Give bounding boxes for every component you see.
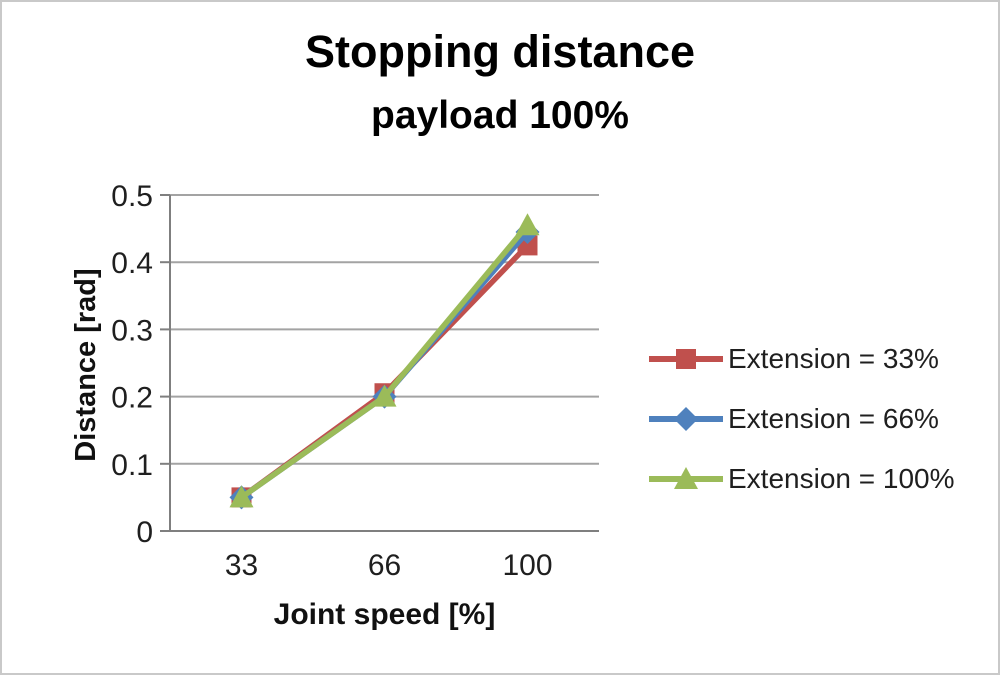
data-point — [372, 384, 397, 407]
y-tick-label: 0.5 — [111, 180, 153, 213]
y-tick-label: 0.3 — [111, 314, 153, 347]
x-tick-label: 33 — [225, 549, 258, 582]
legend-marker-triangle-icon — [649, 467, 723, 489]
y-axis-title: Distance [rad] — [70, 268, 102, 462]
y-tick-label: 0.1 — [111, 449, 153, 482]
series-line — [239, 230, 530, 500]
series-line — [239, 223, 530, 500]
legend-label: Extension = 33% — [728, 343, 939, 374]
legend-item-extension-100: Extension = 100% — [647, 449, 955, 509]
legend-label: Extension = 100% — [728, 463, 955, 494]
legend-point — [676, 349, 696, 369]
chart-subtitle: payload 100% — [371, 94, 629, 137]
legend-label: Extension = 66% — [728, 403, 939, 434]
legend-marker-square-icon — [649, 349, 723, 369]
legend-point — [674, 467, 698, 489]
legend: Extension = 33% Extension = 66% Extensio… — [647, 329, 955, 509]
x-tick-label: 100 — [502, 549, 552, 582]
legend-item-extension-66: Extension = 66% — [647, 389, 955, 449]
x-axis-title: Joint speed [%] — [273, 598, 496, 631]
legend-marker-diamond-icon — [649, 407, 723, 431]
y-tick-label: 0.2 — [111, 382, 153, 415]
y-tick-label: 0 — [136, 516, 153, 549]
chart-title: Stopping distance — [304, 26, 695, 77]
data-point — [515, 213, 540, 236]
data-point — [229, 485, 254, 508]
y-tick-label: 0.4 — [111, 247, 153, 280]
legend-item-extension-33: Extension = 33% — [647, 329, 955, 389]
legend-point — [674, 407, 698, 431]
x-tick-label: 66 — [368, 549, 401, 582]
